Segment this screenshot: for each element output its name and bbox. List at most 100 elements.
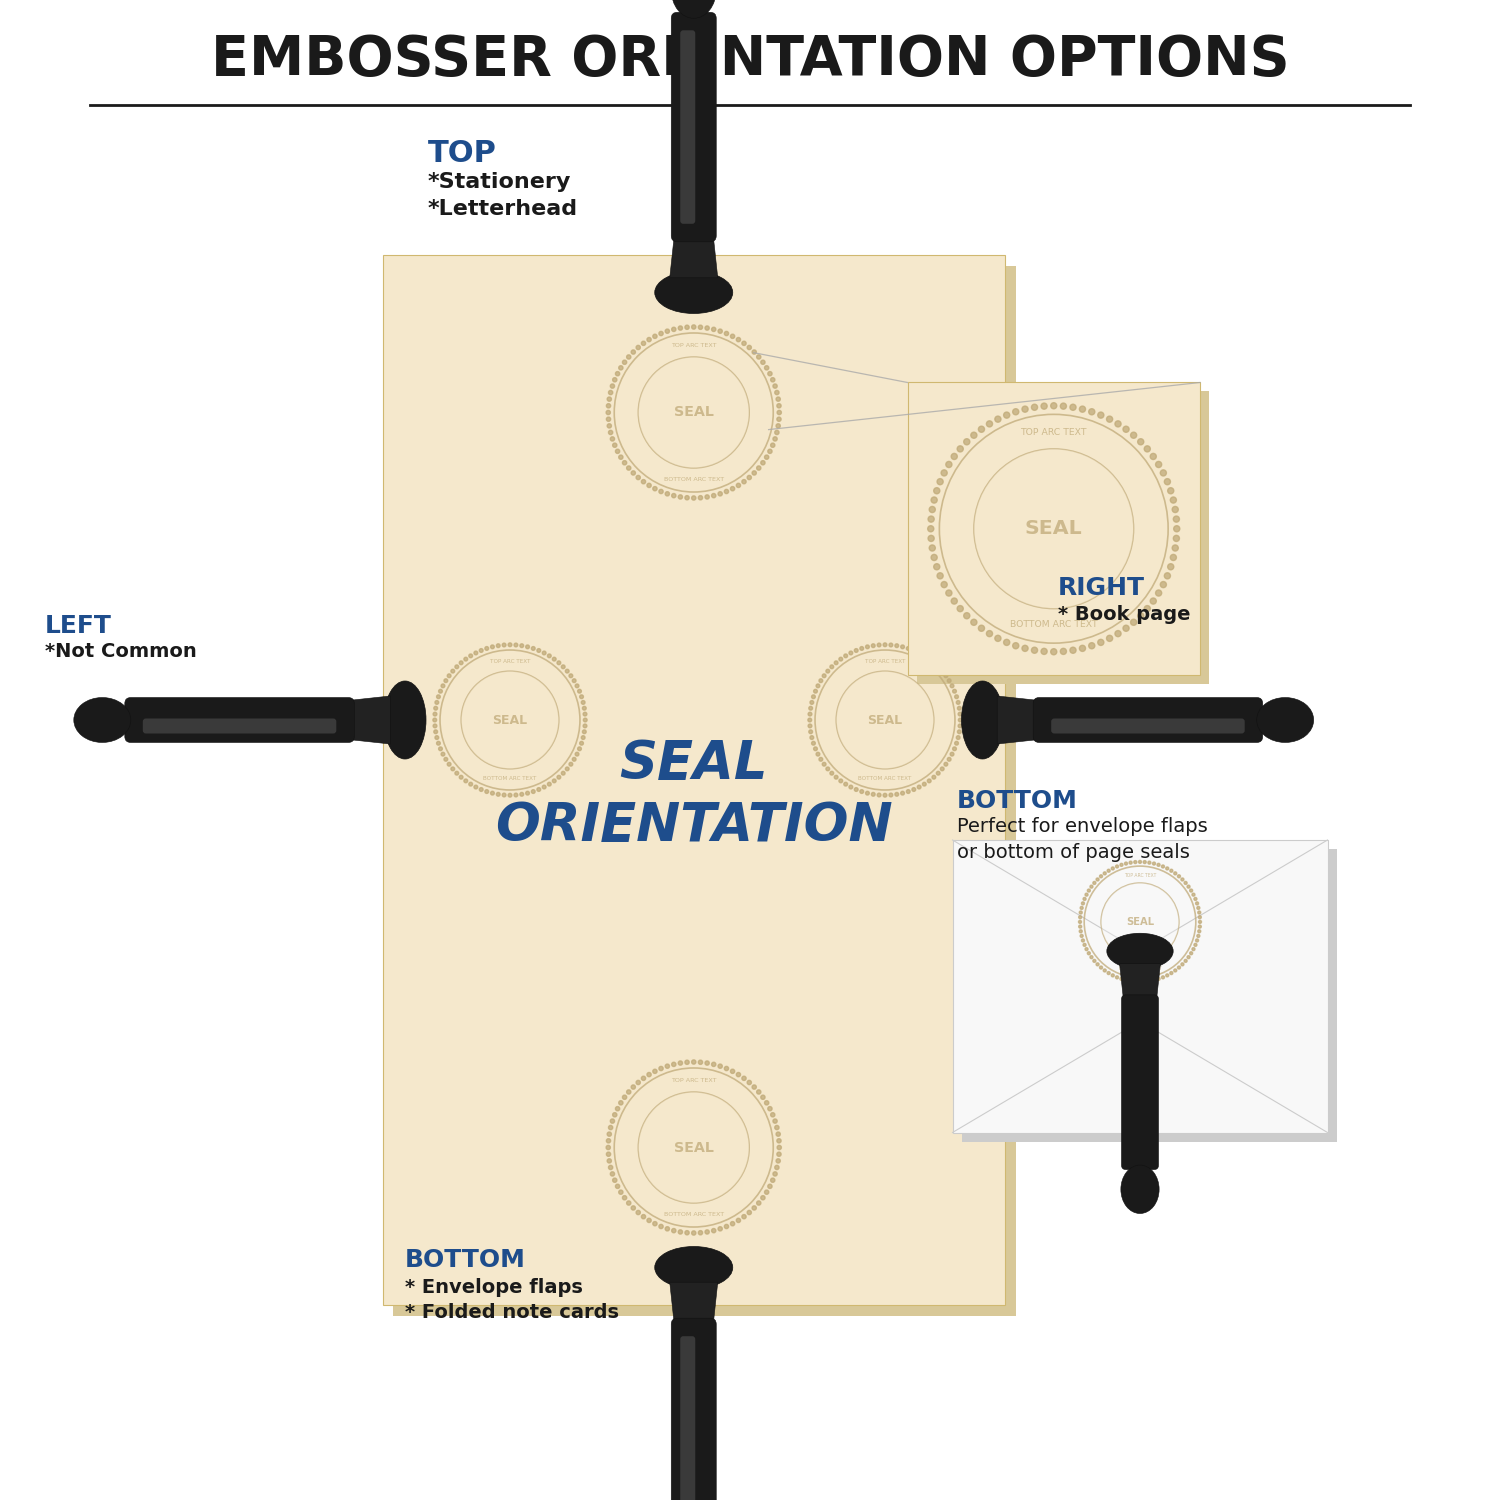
Circle shape: [1196, 902, 1198, 904]
Circle shape: [871, 792, 874, 796]
Circle shape: [970, 432, 976, 438]
Circle shape: [642, 1215, 645, 1219]
Circle shape: [578, 690, 582, 693]
Circle shape: [474, 784, 477, 789]
Circle shape: [490, 645, 495, 648]
Circle shape: [957, 606, 963, 612]
Circle shape: [1180, 878, 1184, 880]
Circle shape: [812, 741, 816, 746]
Circle shape: [1089, 642, 1095, 650]
Text: BOTTOM ARC TEXT: BOTTOM ARC TEXT: [483, 776, 537, 782]
Circle shape: [642, 480, 645, 484]
FancyBboxPatch shape: [1052, 718, 1245, 734]
Circle shape: [772, 384, 777, 388]
Circle shape: [768, 372, 772, 376]
Circle shape: [1173, 525, 1180, 532]
Circle shape: [1164, 573, 1170, 579]
Circle shape: [1089, 408, 1095, 416]
Circle shape: [636, 1210, 640, 1215]
Polygon shape: [348, 696, 390, 744]
Circle shape: [1190, 951, 1192, 954]
Circle shape: [610, 436, 615, 441]
Circle shape: [944, 674, 948, 678]
Circle shape: [1178, 874, 1180, 878]
Circle shape: [646, 1072, 651, 1077]
Circle shape: [1180, 963, 1184, 966]
Circle shape: [776, 1158, 780, 1162]
Circle shape: [777, 404, 782, 408]
Circle shape: [932, 555, 938, 561]
Circle shape: [470, 783, 472, 786]
Circle shape: [1194, 944, 1197, 946]
Circle shape: [951, 453, 957, 459]
Circle shape: [718, 1064, 723, 1068]
Circle shape: [844, 654, 847, 657]
Circle shape: [810, 735, 813, 740]
Circle shape: [612, 1178, 616, 1182]
Circle shape: [756, 1202, 760, 1204]
Circle shape: [1050, 648, 1058, 656]
Circle shape: [1166, 974, 1168, 976]
Circle shape: [1172, 507, 1179, 513]
Circle shape: [1152, 862, 1155, 865]
FancyBboxPatch shape: [962, 849, 1336, 1142]
Circle shape: [658, 332, 663, 336]
Circle shape: [827, 766, 830, 771]
Circle shape: [768, 448, 772, 453]
Circle shape: [610, 384, 615, 388]
Circle shape: [1070, 646, 1076, 654]
Circle shape: [632, 471, 636, 476]
Circle shape: [954, 694, 958, 699]
Circle shape: [705, 1230, 710, 1234]
Circle shape: [938, 573, 944, 579]
Circle shape: [1186, 956, 1190, 958]
Circle shape: [1107, 972, 1110, 975]
Circle shape: [1156, 978, 1160, 981]
Circle shape: [672, 1062, 676, 1066]
Circle shape: [1198, 910, 1202, 914]
Circle shape: [1022, 406, 1028, 412]
Circle shape: [627, 466, 632, 470]
Circle shape: [978, 426, 984, 432]
Circle shape: [652, 334, 657, 339]
Circle shape: [1131, 432, 1137, 438]
Circle shape: [836, 670, 934, 770]
Circle shape: [1112, 867, 1114, 870]
Circle shape: [958, 712, 962, 716]
Text: EMBOSSER ORIENTATION OPTIONS: EMBOSSER ORIENTATION OPTIONS: [210, 33, 1290, 87]
Circle shape: [1190, 890, 1192, 892]
Circle shape: [573, 680, 576, 682]
Circle shape: [636, 1080, 640, 1084]
Circle shape: [1178, 966, 1180, 969]
Circle shape: [1131, 620, 1137, 626]
Circle shape: [652, 1221, 657, 1226]
Circle shape: [928, 507, 936, 513]
Circle shape: [1083, 944, 1086, 946]
Polygon shape: [669, 1282, 717, 1324]
Circle shape: [1082, 902, 1084, 904]
Circle shape: [896, 644, 898, 648]
Circle shape: [827, 669, 830, 674]
Circle shape: [441, 684, 446, 687]
Circle shape: [464, 778, 468, 783]
Circle shape: [632, 1206, 636, 1210]
Circle shape: [932, 776, 936, 778]
Circle shape: [561, 771, 566, 776]
Circle shape: [1100, 874, 1102, 878]
Circle shape: [950, 684, 954, 687]
Text: BOTTOM: BOTTOM: [405, 1248, 526, 1272]
Circle shape: [1116, 976, 1119, 980]
Circle shape: [855, 788, 858, 792]
Circle shape: [865, 645, 870, 648]
FancyBboxPatch shape: [672, 12, 717, 242]
Text: SEAL: SEAL: [867, 714, 903, 726]
Circle shape: [574, 753, 579, 756]
Circle shape: [711, 327, 716, 332]
FancyBboxPatch shape: [1034, 698, 1263, 742]
Circle shape: [1084, 892, 1088, 896]
Circle shape: [957, 730, 962, 734]
Circle shape: [1134, 861, 1137, 864]
Circle shape: [464, 657, 468, 662]
Circle shape: [615, 1107, 620, 1112]
Text: LEFT: LEFT: [45, 614, 112, 638]
